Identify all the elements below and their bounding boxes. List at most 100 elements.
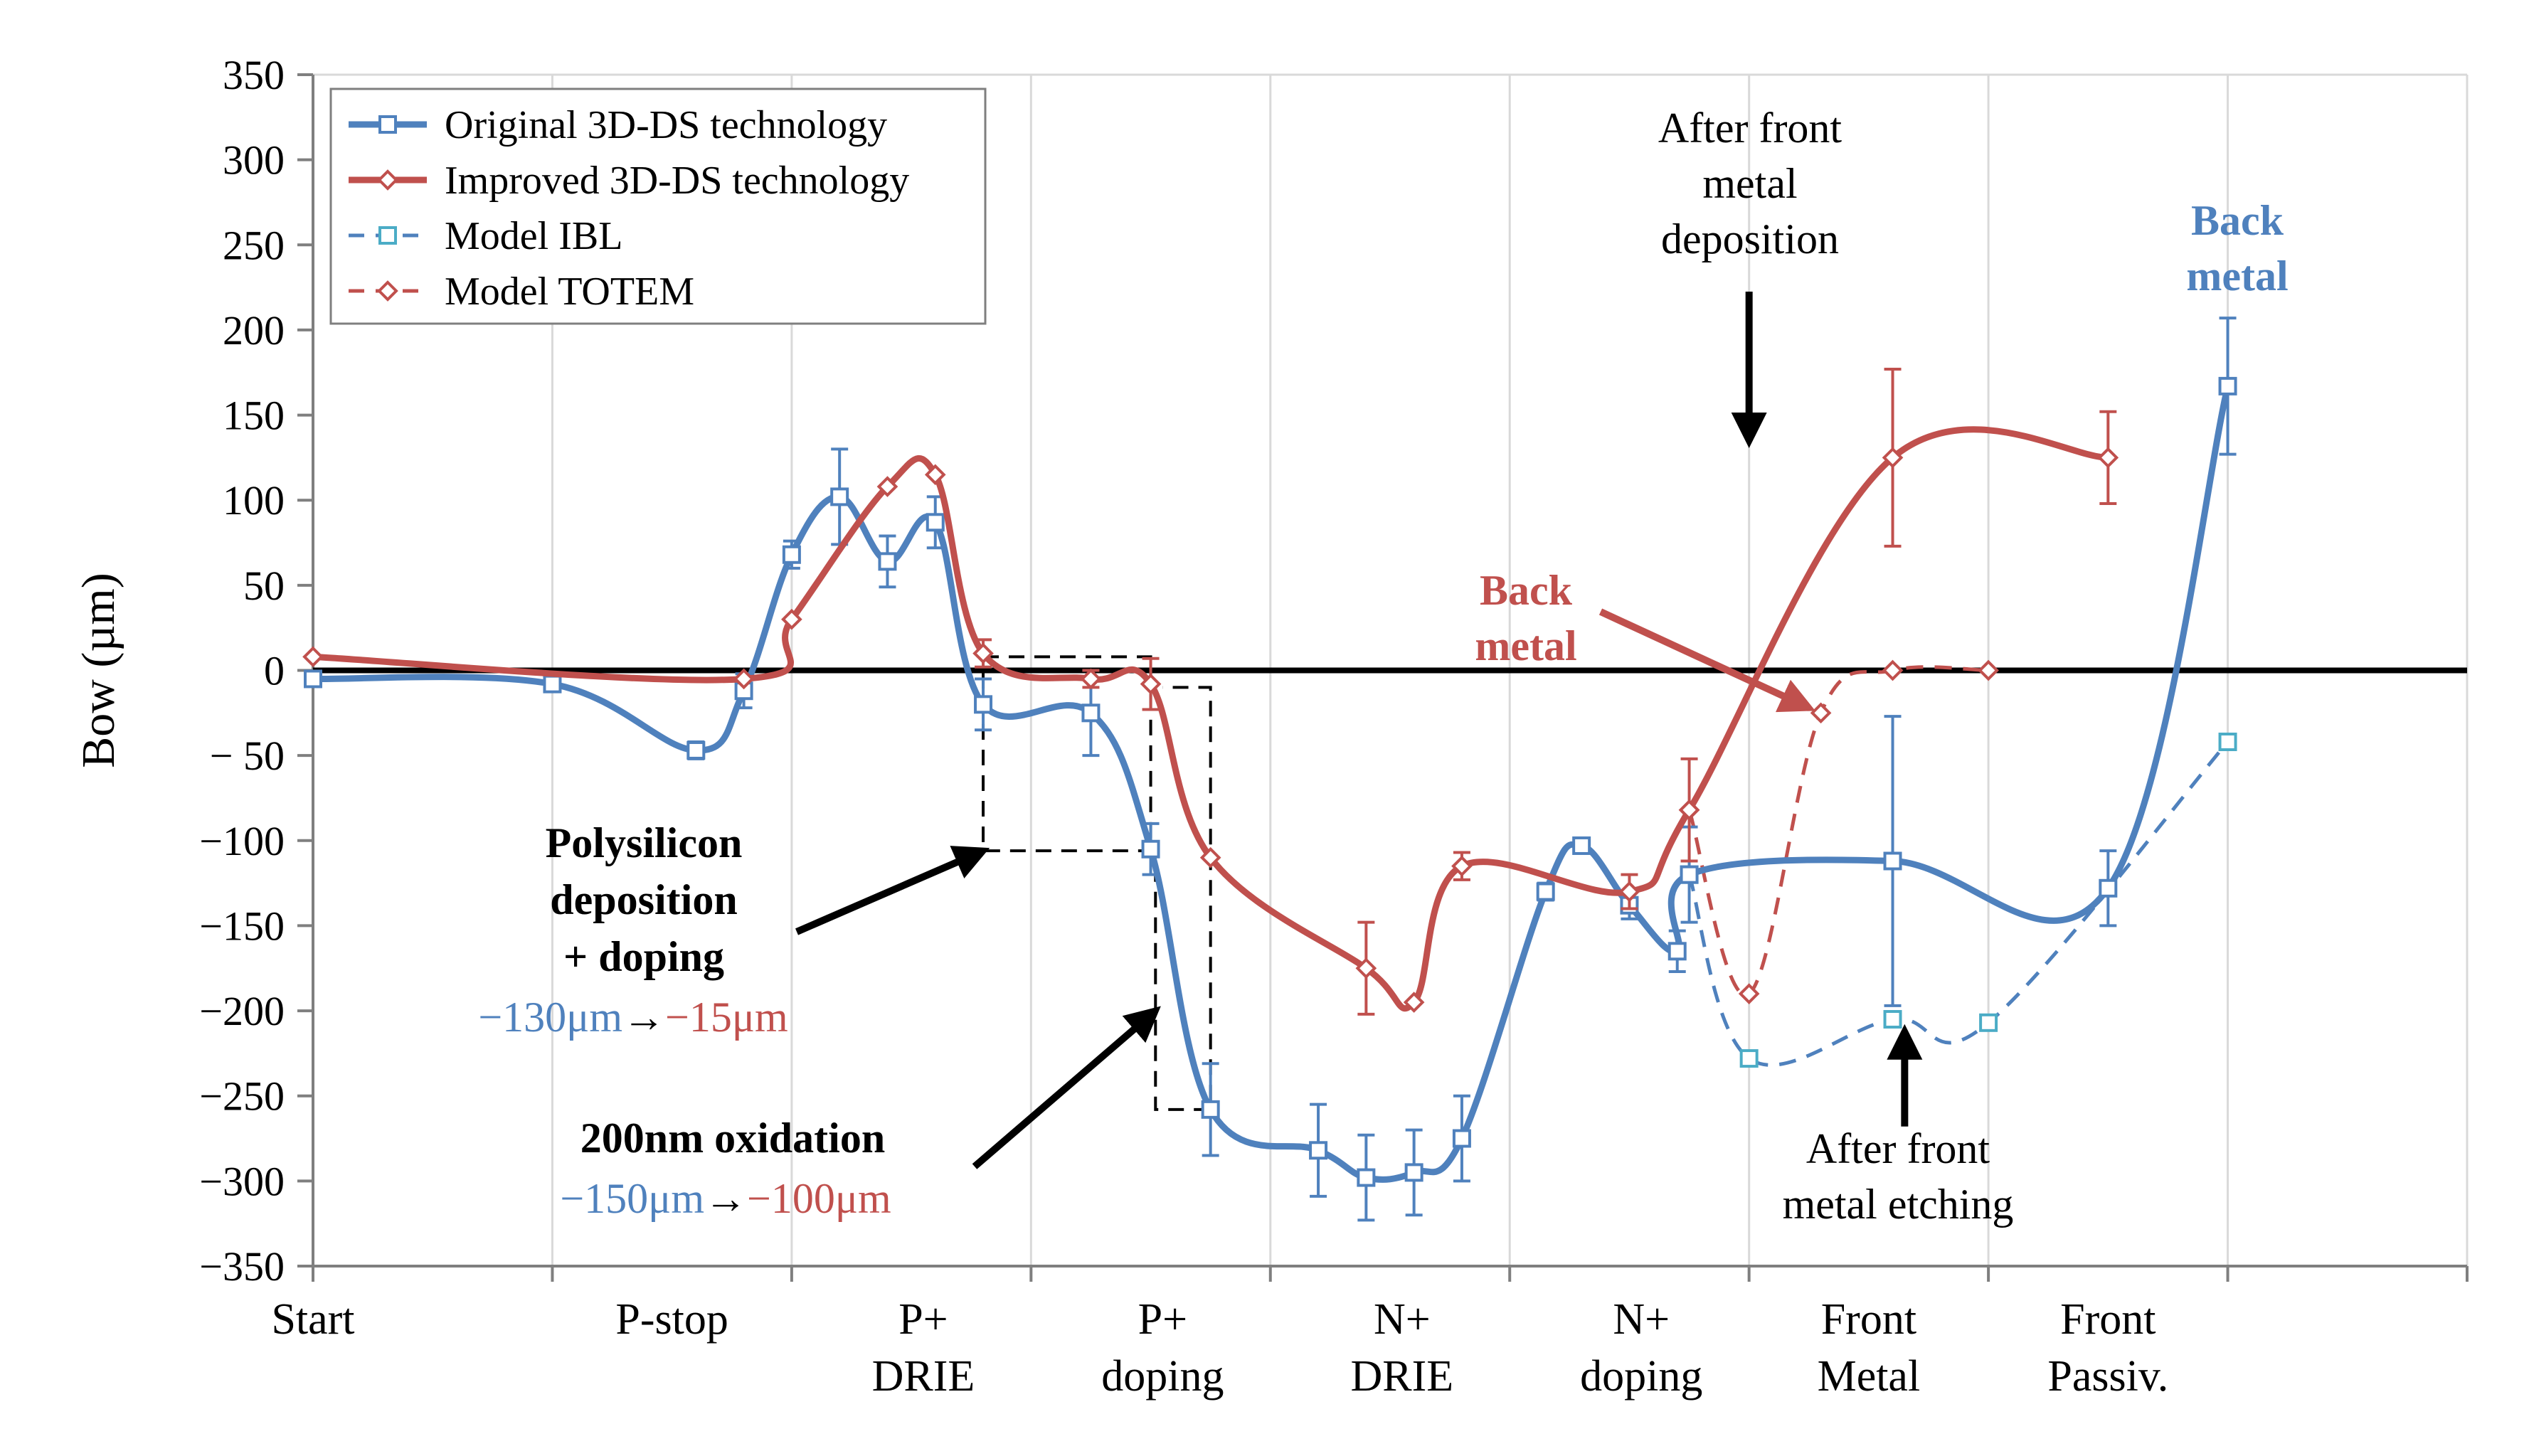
legend-label: Model IBL bbox=[445, 214, 622, 258]
x-category-label: P+ bbox=[1138, 1295, 1187, 1344]
data-point bbox=[543, 674, 562, 694]
data-point bbox=[1979, 1013, 1998, 1032]
data-point bbox=[974, 695, 993, 714]
data-point bbox=[686, 740, 706, 760]
arrow-polysilicon bbox=[795, 846, 990, 935]
x-category-label: Front bbox=[2060, 1295, 2156, 1344]
data-point bbox=[2218, 733, 2237, 751]
data-point bbox=[972, 642, 994, 664]
x-category-label: DRIE bbox=[1350, 1352, 1453, 1401]
series-layer bbox=[302, 317, 2237, 1222]
y-tick-label: 300 bbox=[223, 137, 285, 184]
data-point bbox=[1572, 836, 1591, 855]
data-point bbox=[1357, 1168, 1376, 1187]
polysilicon-box bbox=[982, 655, 1152, 853]
data-point bbox=[733, 668, 755, 690]
y-tick-label: 100 bbox=[223, 477, 285, 524]
data-point bbox=[1404, 1163, 1423, 1182]
data-point bbox=[2099, 878, 2118, 898]
legend-swatch-marker bbox=[378, 226, 397, 245]
data-point bbox=[1141, 839, 1160, 859]
legend-label: Model TOTEM bbox=[445, 270, 694, 314]
y-tick-label: − 50 bbox=[210, 733, 285, 779]
data-point bbox=[1536, 882, 1555, 901]
data-point bbox=[1667, 942, 1687, 961]
data-point bbox=[1978, 659, 1999, 681]
y-tick-label: −250 bbox=[199, 1073, 285, 1120]
data-point bbox=[878, 552, 897, 571]
y-tick-label: −350 bbox=[199, 1243, 285, 1290]
x-category-label: doping bbox=[1101, 1352, 1224, 1401]
data-point bbox=[1201, 1100, 1220, 1119]
data-point bbox=[2218, 376, 2237, 395]
x-category-label: N+ bbox=[1374, 1295, 1431, 1344]
x-category-label: Passiv. bbox=[2047, 1352, 2168, 1401]
data-point bbox=[830, 487, 849, 506]
y-tick-label: 350 bbox=[223, 52, 285, 98]
data-point bbox=[782, 545, 801, 564]
y-tick-label: 150 bbox=[223, 393, 285, 439]
annotation-polysilicon: deposition bbox=[550, 876, 737, 923]
legend: Original 3D-DS technology Improved 3D-DS … bbox=[329, 87, 987, 325]
annotation-polysilicon-values: −130μm→−15μm bbox=[478, 994, 788, 1041]
data-point bbox=[781, 608, 802, 630]
data-point bbox=[1309, 1141, 1328, 1160]
series-line bbox=[1687, 665, 1989, 997]
data-point bbox=[1678, 799, 1700, 821]
legend-label: Original 3D-DS technology bbox=[445, 103, 887, 147]
annotation-polysilicon: Polysilicon bbox=[546, 819, 743, 866]
data-point bbox=[924, 464, 946, 486]
data-point bbox=[1739, 1049, 1759, 1068]
annotation-oxidation: 200nm oxidation bbox=[580, 1115, 885, 1162]
data-point bbox=[1883, 851, 1902, 871]
annotation-back-metal-blue: Back bbox=[2191, 197, 2284, 244]
x-category-label: doping bbox=[1580, 1352, 1702, 1401]
data-point bbox=[1810, 702, 1832, 724]
y-tick-label: 50 bbox=[243, 563, 285, 609]
x-category-label: N+ bbox=[1613, 1295, 1670, 1344]
annotation-front-metal-etching: After front bbox=[1806, 1125, 1990, 1172]
annotation-front-metal-deposition: metal bbox=[1702, 160, 1797, 207]
legend-swatch-marker bbox=[378, 115, 397, 134]
data-point bbox=[1199, 846, 1221, 868]
x-category-label: P-stop bbox=[615, 1295, 728, 1344]
annotation-front-metal-etching: metal etching bbox=[1783, 1181, 2014, 1228]
data-point bbox=[1882, 659, 1904, 681]
annotation-front-metal-deposition: deposition bbox=[1661, 216, 1839, 262]
legend-swatch-marker bbox=[377, 280, 398, 302]
data-point bbox=[1882, 447, 1904, 469]
axes: 350 300 250 200 150 100 50 0 − 50 −100 −150 −200 −25… bbox=[73, 52, 2469, 1401]
annotation-oxidation-values: −150μm→−100μm bbox=[560, 1175, 891, 1222]
legend-label: Improved 3D-DS technology bbox=[445, 159, 909, 203]
annotation-back-metal-red: Back bbox=[1480, 567, 1573, 614]
annotation-front-metal-deposition: After front bbox=[1658, 105, 1842, 152]
legend-box bbox=[329, 87, 987, 325]
series-model-totem bbox=[1678, 659, 1999, 1004]
data-point bbox=[302, 646, 324, 668]
annotation-back-metal-blue: metal bbox=[2186, 253, 2288, 299]
arrow-oxidation bbox=[972, 1006, 1161, 1169]
series-line bbox=[312, 385, 2231, 1183]
arrow-back-metal-red bbox=[1598, 608, 1815, 713]
data-point bbox=[1451, 855, 1473, 877]
x-category-label: Metal bbox=[1818, 1352, 1921, 1401]
data-point bbox=[1403, 992, 1425, 1013]
legend-swatch-marker bbox=[377, 169, 398, 191]
data-point bbox=[926, 513, 945, 532]
x-category-label: P+ bbox=[898, 1295, 948, 1344]
y-tick-label: −100 bbox=[199, 818, 285, 864]
y-tick-label: −150 bbox=[199, 903, 285, 949]
annotations: After front metal deposition Back metal Back m… bbox=[478, 105, 2288, 1228]
y-tick-label: 250 bbox=[223, 222, 285, 268]
x-category-label: DRIE bbox=[872, 1352, 975, 1401]
x-category-label: Front bbox=[1821, 1295, 1916, 1344]
data-point bbox=[2097, 447, 2119, 469]
y-axis-title: Bow (µm) bbox=[73, 573, 124, 768]
data-point bbox=[876, 476, 898, 497]
dashed-boxes bbox=[982, 655, 1212, 1111]
annotation-back-metal-red: metal bbox=[1475, 622, 1576, 669]
data-point bbox=[304, 669, 322, 689]
data-point bbox=[1738, 983, 1760, 1004]
